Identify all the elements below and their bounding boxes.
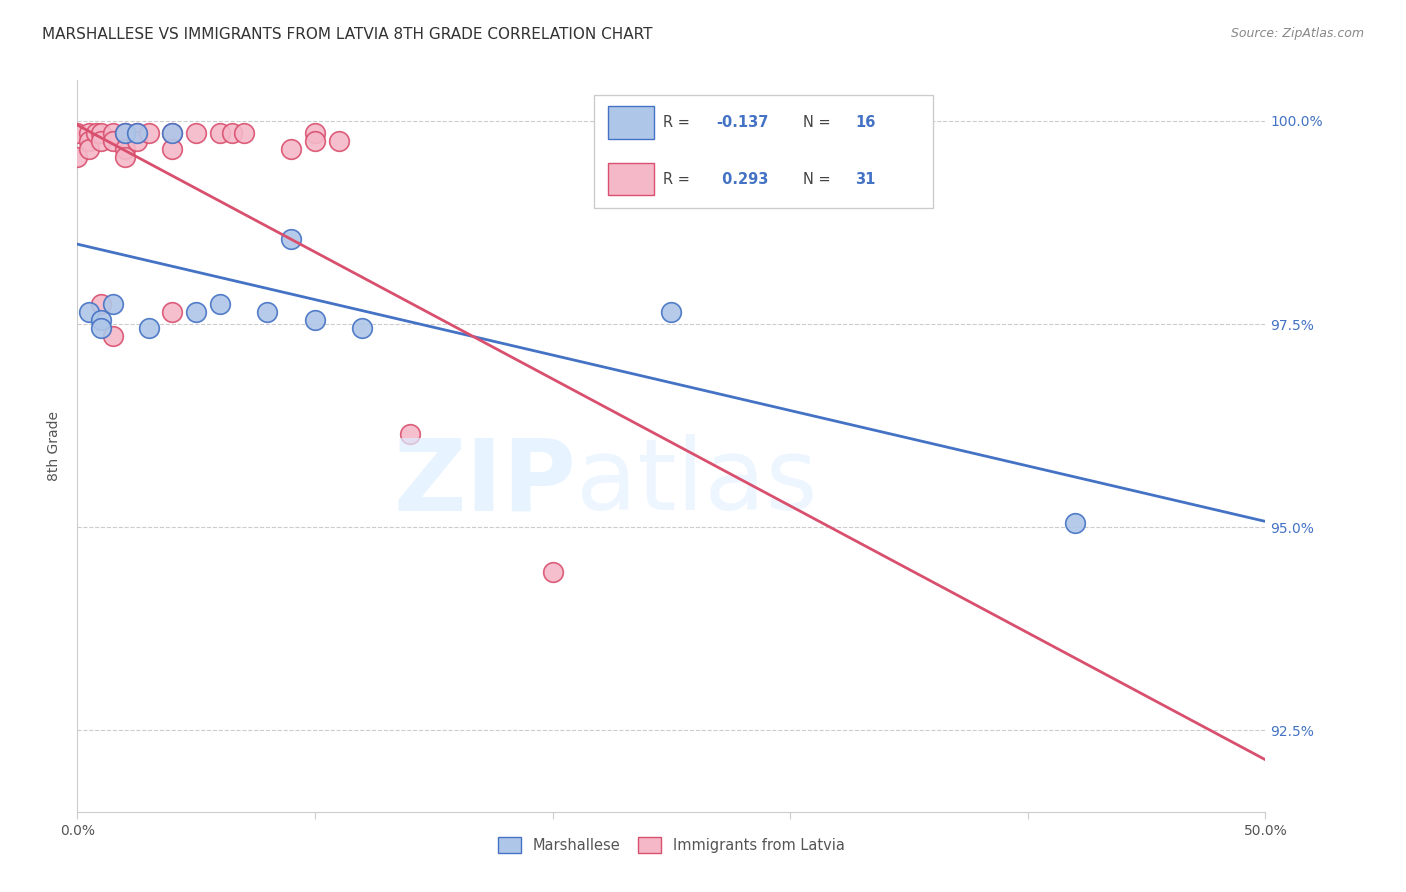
Point xyxy=(77,126,100,140)
Point xyxy=(162,305,184,319)
Point xyxy=(66,151,89,165)
Point xyxy=(208,297,231,311)
Point xyxy=(256,305,278,319)
Legend: Marshallese, Immigrants from Latvia: Marshallese, Immigrants from Latvia xyxy=(492,830,851,859)
Point xyxy=(101,134,124,148)
Text: atlas: atlas xyxy=(576,434,818,531)
Text: ZIP: ZIP xyxy=(394,434,576,531)
Point xyxy=(280,232,302,246)
Text: 0.293: 0.293 xyxy=(717,171,768,186)
Text: MARSHALLESE VS IMMIGRANTS FROM LATVIA 8TH GRADE CORRELATION CHART: MARSHALLESE VS IMMIGRANTS FROM LATVIA 8T… xyxy=(42,27,652,42)
Point xyxy=(162,126,184,140)
Point xyxy=(114,151,136,165)
Point xyxy=(101,329,124,343)
Point xyxy=(125,126,148,140)
Point xyxy=(125,126,148,140)
Point xyxy=(138,126,160,140)
Point xyxy=(399,426,422,441)
Point xyxy=(86,126,108,140)
Text: 16: 16 xyxy=(855,115,876,130)
Text: R =: R = xyxy=(664,171,695,186)
Point xyxy=(186,126,208,140)
Point xyxy=(90,313,112,327)
Text: 31: 31 xyxy=(855,171,876,186)
Point xyxy=(77,134,100,148)
Point xyxy=(101,297,124,311)
FancyBboxPatch shape xyxy=(609,162,654,195)
Point xyxy=(101,126,124,140)
Point xyxy=(90,134,112,148)
Point xyxy=(162,142,184,156)
Point xyxy=(90,297,112,311)
Point xyxy=(304,134,326,148)
Text: Source: ZipAtlas.com: Source: ZipAtlas.com xyxy=(1230,27,1364,40)
Point xyxy=(186,305,208,319)
Point xyxy=(541,565,564,579)
Point xyxy=(328,134,350,148)
FancyBboxPatch shape xyxy=(595,95,932,209)
Point xyxy=(138,321,160,335)
Text: N =: N = xyxy=(803,115,835,130)
Y-axis label: 8th Grade: 8th Grade xyxy=(48,411,62,481)
Point xyxy=(1064,516,1087,531)
Point xyxy=(208,126,231,140)
Point xyxy=(304,126,326,140)
Point xyxy=(77,305,100,319)
Point xyxy=(114,126,136,140)
Point xyxy=(661,305,683,319)
Point xyxy=(77,142,100,156)
Point xyxy=(114,142,136,156)
Point xyxy=(352,321,374,335)
Text: R =: R = xyxy=(664,115,695,130)
Text: -0.137: -0.137 xyxy=(717,115,769,130)
Point xyxy=(221,126,243,140)
Point xyxy=(90,321,112,335)
Point xyxy=(232,126,254,140)
Text: N =: N = xyxy=(803,171,835,186)
Point xyxy=(90,126,112,140)
Point xyxy=(280,142,302,156)
Point xyxy=(125,134,148,148)
FancyBboxPatch shape xyxy=(609,106,654,139)
Point xyxy=(162,126,184,140)
Point xyxy=(66,126,89,140)
Point xyxy=(114,126,136,140)
Point xyxy=(304,313,326,327)
